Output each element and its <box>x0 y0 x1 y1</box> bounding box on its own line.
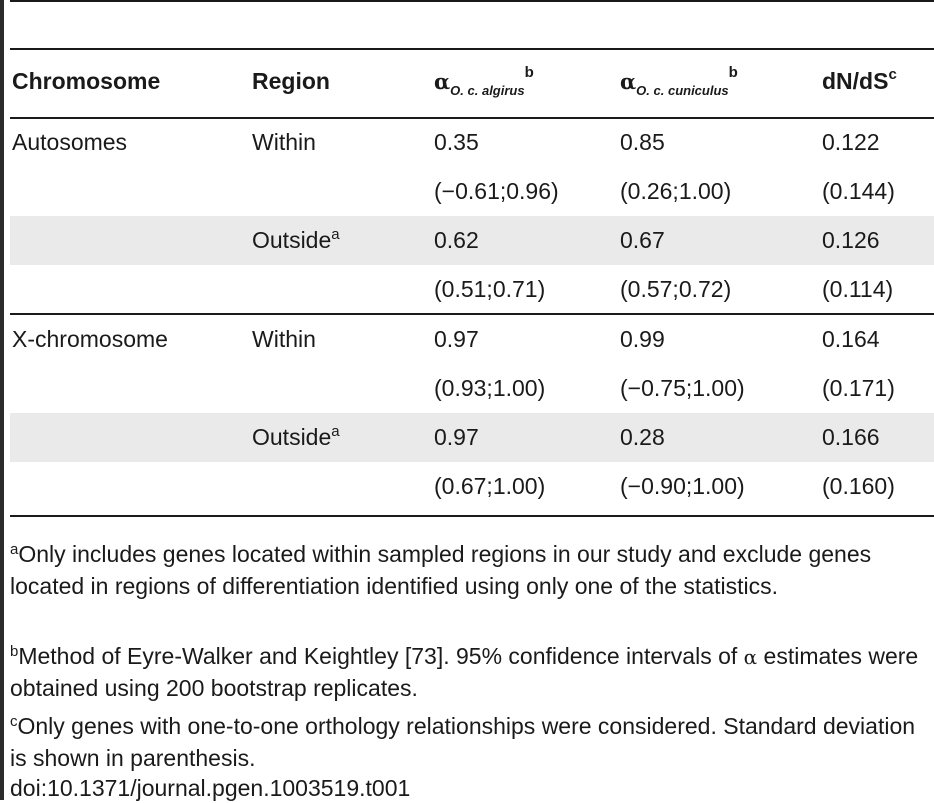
footnote-a-text: Only includes genes located within sampl… <box>10 541 872 599</box>
top-rule <box>10 0 934 2</box>
cell-alpha-cuniculus-text: (−0.90;1.00) <box>620 473 745 499</box>
cell-dnds-text: (0.160) <box>822 473 895 499</box>
row-band <box>10 216 934 265</box>
cell-dnds: 0.166 <box>822 424 880 450</box>
cell-alpha-algirus: (0.51;0.71) <box>434 276 545 302</box>
cell-alpha-cuniculus: (−0.90;1.00) <box>620 473 745 499</box>
cell-alpha-cuniculus-text: (−0.75;1.00) <box>620 375 745 401</box>
header-alpha-cuniculus: αO. c. cuniculus b <box>620 64 738 100</box>
footnote-b-mark: b <box>10 643 19 660</box>
cell-alpha-cuniculus: 0.99 <box>620 326 665 352</box>
cell-chromosome-text: Autosomes <box>12 129 128 155</box>
header-chromosome: Chromosome <box>12 68 161 94</box>
cell-dnds: (0.160) <box>822 473 895 499</box>
footnote-b-alpha: α <box>743 645 758 669</box>
cell-region: Outsidea <box>252 226 340 257</box>
cell-chromosome: Autosomes <box>12 129 127 155</box>
cell-alpha-cuniculus-text: 0.28 <box>620 424 665 450</box>
cell-alpha-algirus: (−0.61;0.96) <box>434 178 559 204</box>
cell-dnds-text: (0.171) <box>822 375 895 401</box>
alpha-cuniculus-subscript: O. c. cuniculus <box>636 83 729 98</box>
row-band <box>10 413 934 462</box>
cell-dnds-text: 0.166 <box>822 424 880 450</box>
table-bottom-rule <box>10 515 934 517</box>
cell-region: Within <box>252 129 316 155</box>
cell-alpha-algirus: 0.97 <box>434 424 479 450</box>
cell-alpha-cuniculus-text: 0.99 <box>620 326 665 352</box>
cell-chromosome-text: X-chromosome <box>12 326 168 352</box>
cell-alpha-cuniculus: (−0.75;1.00) <box>620 375 745 401</box>
cell-alpha-algirus-text: (0.93;1.00) <box>434 375 546 401</box>
cell-alpha-algirus: (0.67;1.00) <box>434 473 545 499</box>
cell-alpha-cuniculus: 0.28 <box>620 424 665 450</box>
cell-alpha-algirus: 0.97 <box>434 326 479 352</box>
footnote-c-text: Only genes with one-to-one orthology rel… <box>10 713 916 771</box>
header-dnds: dN/dSc <box>822 66 897 100</box>
alpha-cuniculus-superscript: b <box>728 64 738 81</box>
footnote-a-mark: a <box>10 541 19 558</box>
cell-dnds: 0.122 <box>822 129 880 155</box>
cell-alpha-cuniculus: (0.57;0.72) <box>620 276 731 302</box>
header-top-rule <box>10 48 934 50</box>
header-region: Region <box>252 68 330 94</box>
footnote-c: cOnly genes with one-to-one orthology re… <box>10 712 934 773</box>
cell-region-text: Within <box>252 326 316 352</box>
cell-region-text: Outside <box>252 227 332 253</box>
header-bottom-rule <box>10 117 934 119</box>
cell-alpha-cuniculus: (0.26;1.00) <box>620 178 731 204</box>
cell-alpha-algirus-text: 0.97 <box>434 424 479 450</box>
cell-alpha-cuniculus-text: 0.67 <box>620 227 665 253</box>
cell-alpha-algirus-text: 0.35 <box>434 129 479 155</box>
cell-alpha-cuniculus-text: 0.85 <box>620 129 665 155</box>
left-edge-bar <box>0 0 4 800</box>
footnote-a: aOnly includes genes located within samp… <box>10 540 934 601</box>
footnote-b-text-1: Method of Eyre-Walker and Keightley [73]… <box>18 643 744 669</box>
cell-alpha-algirus: 0.35 <box>434 129 479 155</box>
cell-dnds: (0.114) <box>822 276 893 302</box>
cell-dnds: 0.164 <box>822 326 880 352</box>
cell-alpha-cuniculus: 0.67 <box>620 227 665 253</box>
cell-region-text: Outside <box>252 424 332 450</box>
cell-dnds: (0.144) <box>822 178 895 204</box>
alpha-symbol: α <box>620 69 637 94</box>
doi-text: doi:10.1371/journal.pgen.1003519.t001 <box>10 775 411 801</box>
alpha-symbol: α <box>434 69 451 94</box>
cell-alpha-cuniculus: 0.85 <box>620 129 665 155</box>
cell-alpha-algirus-text: (0.51;0.71) <box>434 276 546 302</box>
cell-alpha-algirus: 0.62 <box>434 227 479 253</box>
cell-alpha-algirus: (0.93;1.00) <box>434 375 545 401</box>
cell-alpha-algirus-text: 0.62 <box>434 227 479 253</box>
cell-chromosome: X-chromosome <box>12 326 168 352</box>
alpha-algirus-superscript: b <box>524 64 534 81</box>
cell-alpha-cuniculus-text: (0.57;0.72) <box>620 276 732 302</box>
dnds-label: dN/dS <box>822 68 889 94</box>
footnote-b: bMethod of Eyre-Walker and Keightley [73… <box>10 642 934 703</box>
footnote-b-text-2: estimates were obtained using 200 bootst… <box>10 643 919 701</box>
cell-dnds: 0.126 <box>822 227 880 253</box>
group-rule <box>10 313 934 315</box>
cell-alpha-algirus-text: (−0.61;0.96) <box>434 178 559 204</box>
region-superscript: a <box>331 423 340 440</box>
cell-dnds: (0.171) <box>822 375 895 401</box>
cell-dnds-text: 0.126 <box>822 227 880 253</box>
region-superscript: a <box>331 226 340 243</box>
cell-region: Within <box>252 326 316 352</box>
cell-alpha-cuniculus-text: (0.26;1.00) <box>620 178 732 204</box>
dnds-superscript: c <box>888 66 897 83</box>
cell-dnds-text: (0.144) <box>822 178 895 204</box>
cell-region-text: Within <box>252 129 316 155</box>
cell-dnds-text: 0.122 <box>822 129 880 155</box>
cell-dnds-text: (0.114) <box>822 276 894 302</box>
cell-alpha-algirus-text: (0.67;1.00) <box>434 473 546 499</box>
alpha-algirus-subscript: O. c. algirus <box>450 83 525 98</box>
cell-region: Outsidea <box>252 423 340 454</box>
cell-alpha-algirus-text: 0.97 <box>434 326 479 352</box>
header-alpha-algirus: αO. c. algirus b <box>434 64 534 100</box>
footnote-c-mark: c <box>10 713 18 730</box>
cell-dnds-text: 0.164 <box>822 326 880 352</box>
